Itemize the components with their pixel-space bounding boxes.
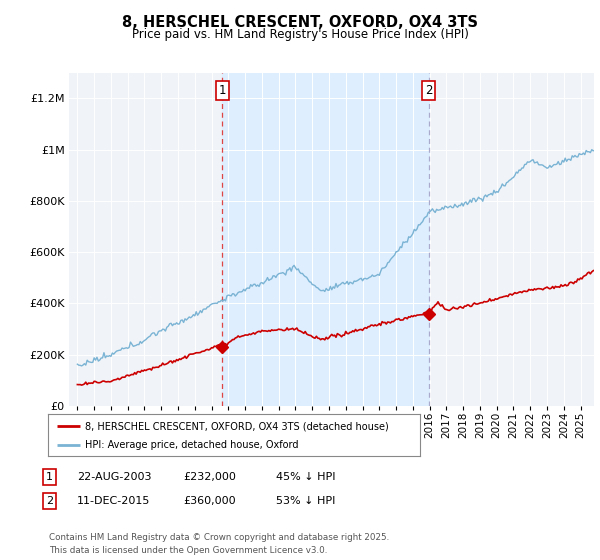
Text: £232,000: £232,000 [183,472,236,482]
Text: Contains HM Land Registry data © Crown copyright and database right 2025.
This d: Contains HM Land Registry data © Crown c… [49,533,389,556]
Text: 2: 2 [425,84,433,97]
Text: 8, HERSCHEL CRESCENT, OXFORD, OX4 3TS (detached house): 8, HERSCHEL CRESCENT, OXFORD, OX4 3TS (d… [85,421,389,431]
Bar [223,73,429,406]
Text: 1: 1 [218,84,226,97]
Text: 2: 2 [46,496,53,506]
Text: HPI: Average price, detached house, Oxford: HPI: Average price, detached house, Oxfo… [85,440,299,450]
Text: 22-AUG-2003: 22-AUG-2003 [77,472,151,482]
Text: Price paid vs. HM Land Registry's House Price Index (HPI): Price paid vs. HM Land Registry's House … [131,28,469,41]
Text: 11-DEC-2015: 11-DEC-2015 [77,496,150,506]
Text: 53% ↓ HPI: 53% ↓ HPI [276,496,335,506]
Text: 8, HERSCHEL CRESCENT, OXFORD, OX4 3TS: 8, HERSCHEL CRESCENT, OXFORD, OX4 3TS [122,15,478,30]
Text: £360,000: £360,000 [183,496,236,506]
Text: 1: 1 [46,472,53,482]
Text: 45% ↓ HPI: 45% ↓ HPI [276,472,335,482]
